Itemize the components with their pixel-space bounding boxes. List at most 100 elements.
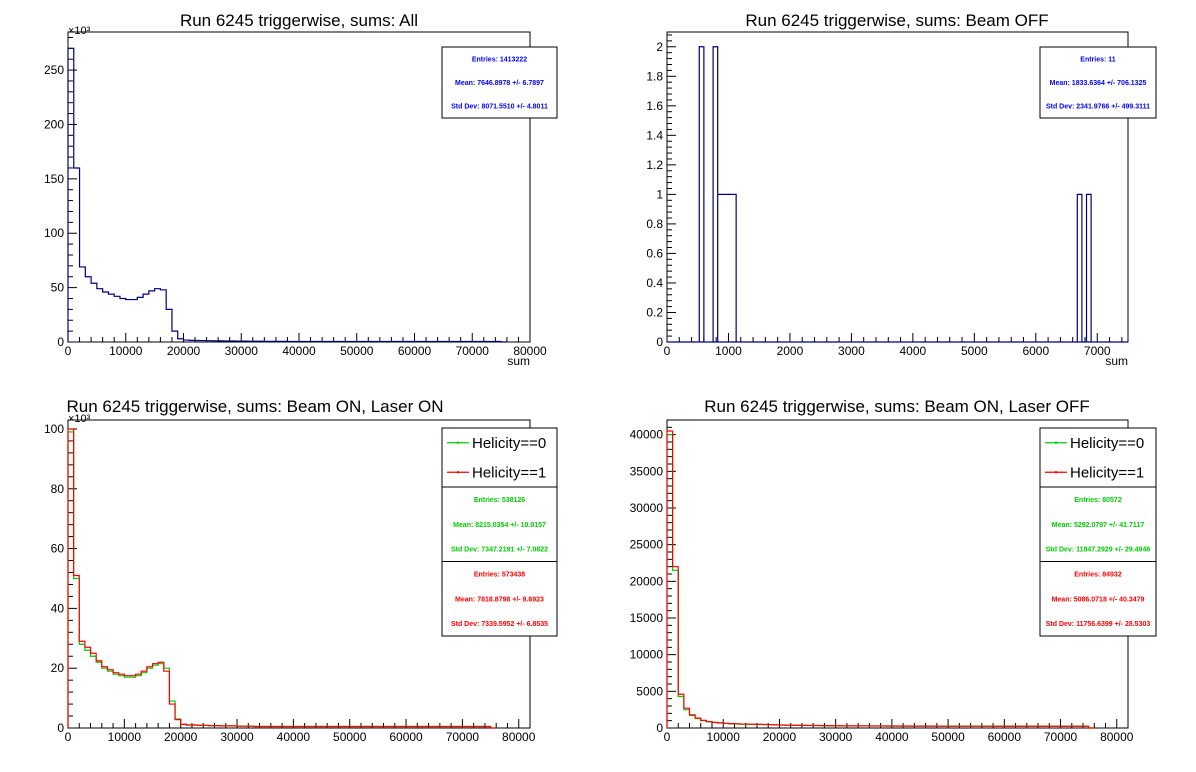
stats-box <box>441 486 558 562</box>
stats-line: Mean: 7646.8978 +/- 6.7897 <box>455 80 544 87</box>
stats-line: Entries: 80572 <box>1074 497 1122 504</box>
legend-marker <box>1054 471 1058 474</box>
y-tick-label: 0.2 <box>646 305 663 319</box>
y-tick-label: 40 <box>51 601 65 615</box>
y-tick-label: 0 <box>57 721 64 735</box>
x-tick-label: 60000 <box>988 730 1022 744</box>
stats-line: Mean: 8215.0354 +/- 10.0157 <box>453 522 546 529</box>
legend-marker <box>1054 441 1058 444</box>
y-tick-label: 20 <box>51 661 65 675</box>
x-tick-label: 1000 <box>715 344 742 358</box>
x-tick-label: 40000 <box>282 344 316 358</box>
y-tick-label: 0.8 <box>646 217 663 231</box>
stats-box <box>1039 46 1157 119</box>
stats-box <box>441 46 558 119</box>
y-multiplier-label: ×10³ <box>68 413 91 425</box>
x-tick-label: 70000 <box>1044 730 1078 744</box>
stats-box <box>1039 486 1157 562</box>
y-tick-label: 60 <box>51 542 65 556</box>
x-tick-label: 80000 <box>1100 730 1134 744</box>
x-tick-label: 80000 <box>502 730 536 744</box>
histogram-series-2 <box>666 430 1095 729</box>
x-tick-label: 50000 <box>333 730 367 744</box>
stats-line: Mean: 1833.6364 +/- 706.1325 <box>1050 80 1147 87</box>
y-tick-label: 100 <box>44 226 64 240</box>
y-tick-label: 200 <box>44 117 64 131</box>
x-tick-label: 60000 <box>398 344 432 358</box>
stats-line: Entries: 538126 <box>474 497 525 504</box>
y-tick-label: 1.2 <box>646 158 663 172</box>
stats-line: Std Dev: 8071.5510 +/- 4.8011 <box>451 104 548 111</box>
x-tick-label: 20000 <box>164 730 198 744</box>
y-tick-label: 15000 <box>630 611 664 625</box>
x-tick-label: 10000 <box>109 344 143 358</box>
y-tick-label: 2 <box>656 40 663 54</box>
legend-entry: Helicity==0 <box>472 435 546 452</box>
stats-line: Entries: 573438 <box>474 571 525 578</box>
legend-entry: Helicity==1 <box>1070 464 1144 481</box>
stats-line: Std Dev: 11756.6399 +/- 28.5303 <box>1046 621 1151 628</box>
x-tick-label: 7000 <box>1084 344 1111 358</box>
stats-box <box>441 561 558 637</box>
x-tick-label: 6000 <box>1022 344 1049 358</box>
y-tick-label: 150 <box>44 172 64 186</box>
stats-line: Entries: 11 <box>1080 56 1116 63</box>
histogram-series-1 <box>67 47 507 343</box>
histogram-panel-4: Run 6245 triggerwise, sums: Beam ON, Las… <box>630 397 1157 744</box>
y-tick-label: 1.8 <box>646 69 663 83</box>
legend-marker <box>456 471 460 474</box>
x-axis-label: sum <box>507 354 530 368</box>
stats-line: Entries: 1413222 <box>472 56 527 63</box>
y-tick-label: 1.6 <box>646 99 663 113</box>
y-tick-label: 25000 <box>630 538 664 552</box>
y-tick-label: 0.6 <box>646 246 663 260</box>
chart-title: Run 6245 triggerwise, sums: Beam ON, Las… <box>67 397 444 416</box>
x-tick-label: 20000 <box>763 730 797 744</box>
y-tick-label: 50 <box>51 281 65 295</box>
y-tick-label: 40000 <box>630 428 664 442</box>
x-tick-label: 70000 <box>456 344 490 358</box>
legend-entry: Helicity==1 <box>472 464 546 481</box>
chart-title: Run 6245 triggerwise, sums: Beam ON, Las… <box>704 397 1089 416</box>
x-tick-label: 0 <box>65 344 72 358</box>
x-tick-label: 40000 <box>277 730 311 744</box>
x-tick-label: 4000 <box>900 344 927 358</box>
stats-line: Std Dev: 2341.9766 +/- 499.3111 <box>1046 104 1150 111</box>
x-tick-label: 30000 <box>220 730 254 744</box>
y-tick-label: 0 <box>656 335 663 349</box>
x-tick-label: 20000 <box>167 344 201 358</box>
x-axis-label: sum <box>1105 354 1128 368</box>
stats-line: Std Dev: 7339.5952 +/- 6.8535 <box>451 621 548 628</box>
stats-line: Std Dev: 11847.2929 +/- 29.4946 <box>1046 547 1151 554</box>
y-tick-label: 0 <box>57 335 64 349</box>
x-tick-label: 0 <box>664 730 671 744</box>
stats-line: Mean: 7818.8798 +/- 9.6923 <box>455 596 544 603</box>
y-tick-label: 0.4 <box>646 276 663 290</box>
y-tick-label: 35000 <box>630 464 664 478</box>
x-tick-label: 10000 <box>707 730 741 744</box>
legend-marker <box>456 441 460 444</box>
chart-title: Run 6245 triggerwise, sums: Beam OFF <box>745 11 1048 30</box>
x-tick-label: 80000 <box>513 344 547 358</box>
histogram-panel-3: Run 6245 triggerwise, sums: Beam ON, Las… <box>44 397 558 744</box>
histogram-series-1 <box>67 431 497 729</box>
stats-line: Mean: 5086.0718 +/- 40.3479 <box>1052 596 1145 603</box>
y-tick-label: 1.4 <box>646 128 663 142</box>
y-tick-label: 30000 <box>630 501 664 515</box>
stats-line: Mean: 5292.0797 +/- 41.7117 <box>1052 522 1145 529</box>
x-tick-label: 30000 <box>225 344 259 358</box>
stats-box <box>1039 561 1157 637</box>
histogram-series-1 <box>667 46 1128 343</box>
y-tick-label: 100 <box>44 422 64 436</box>
x-tick-label: 0 <box>65 730 72 744</box>
y-multiplier-label: ×10³ <box>68 25 91 37</box>
x-tick-label: 60000 <box>389 730 423 744</box>
x-tick-label: 70000 <box>446 730 480 744</box>
y-tick-label: 10000 <box>630 648 664 662</box>
x-tick-label: 0 <box>664 344 671 358</box>
legend-entry: Helicity==0 <box>1070 435 1144 452</box>
x-tick-label: 50000 <box>931 730 965 744</box>
y-tick-label: 5000 <box>636 684 663 698</box>
y-tick-label: 20000 <box>630 574 664 588</box>
